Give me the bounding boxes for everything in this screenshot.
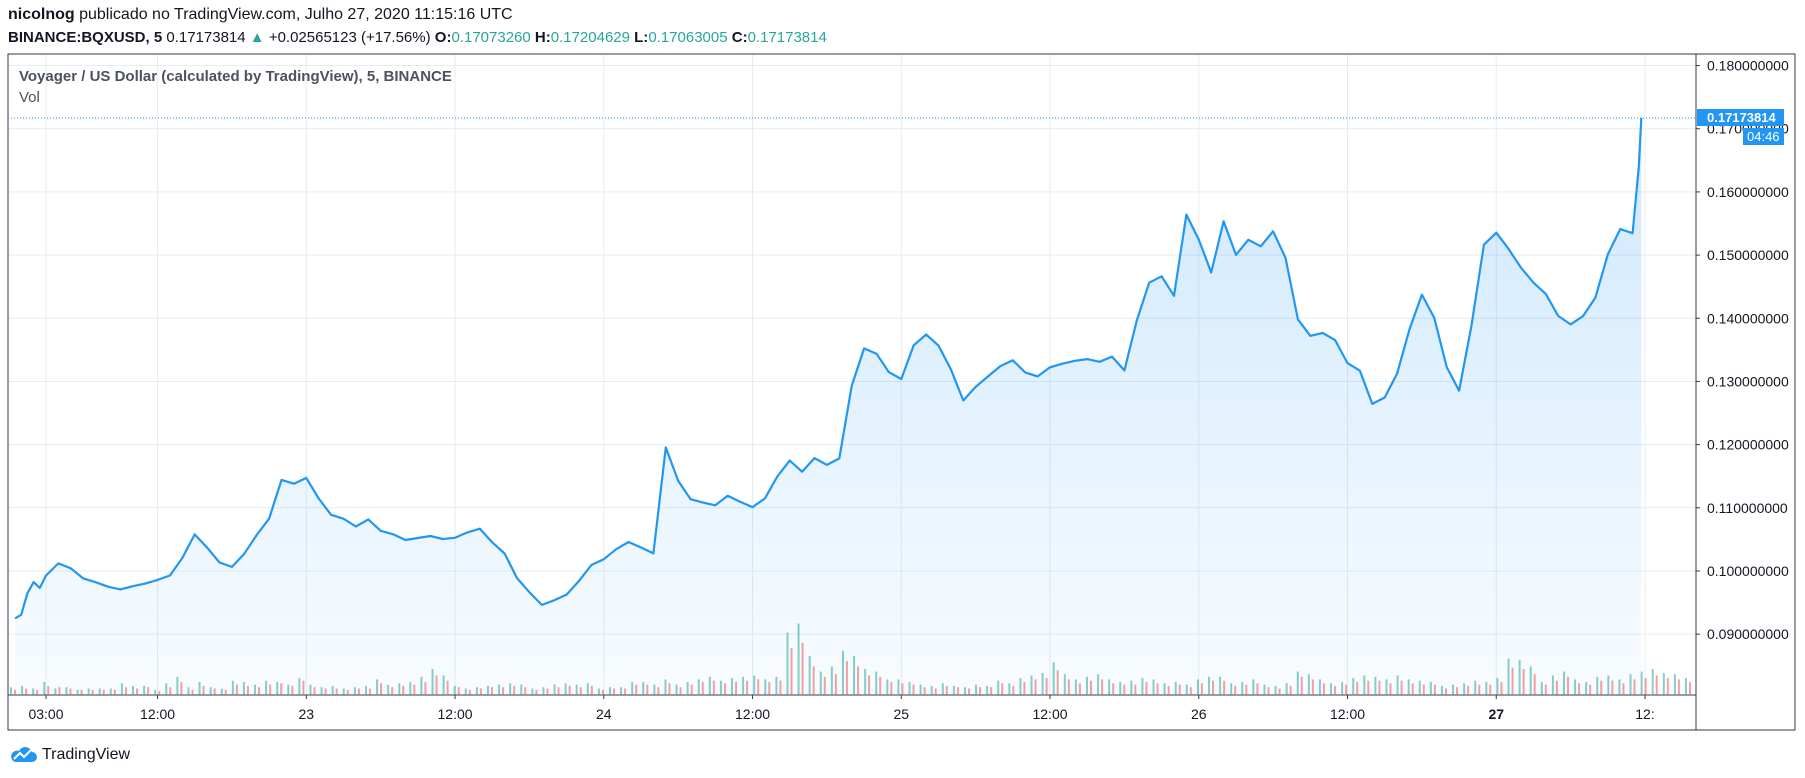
y-tick-label: 0.110000000 — [1707, 500, 1788, 516]
x-tick-label: 26 — [1191, 706, 1207, 722]
y-tick-label: 0.130000000 — [1707, 373, 1789, 389]
x-tick-label: 12:00 — [140, 706, 175, 722]
publish-header: nicolnog publicado no TradingView.com, J… — [8, 6, 513, 24]
price-series — [14, 117, 1643, 695]
y-tick-label: 0.100000000 — [1707, 563, 1789, 579]
brand-name: TradingView — [42, 746, 131, 763]
author-name[interactable]: nicolnog — [8, 6, 75, 23]
y-tick-label: 0.120000000 — [1707, 437, 1789, 453]
chart-frame — [7, 53, 1796, 731]
volume-bar — [1644, 678, 1647, 695]
volume-legend[interactable]: Vol — [19, 89, 40, 106]
symbol-label: BINANCE:BQXUSD, 5 — [8, 29, 163, 46]
volume-bar — [1640, 671, 1643, 695]
price-change: +0.02565123 (+17.56%) — [268, 29, 431, 46]
price-area — [15, 118, 1642, 695]
price-axis[interactable]: 0.090000000 0.100000000 0.110000000 0.12000… — [1696, 58, 1789, 643]
last-price-badge-text: 0.17173814 — [1707, 110, 1776, 125]
price-line — [14, 117, 1643, 620]
series-legend-title[interactable]: Voyager / US Dollar (calculated by Tradi… — [19, 68, 452, 85]
tradingview-cloud-icon — [11, 747, 37, 762]
high-label: H: — [534, 29, 551, 46]
volume-bar — [1655, 675, 1658, 695]
x-tick-label: 12:00 — [1032, 706, 1067, 722]
volume-bar — [1662, 672, 1665, 695]
x-tick-label: 27 — [1488, 706, 1504, 722]
open-value: 0.17073260 — [451, 29, 531, 46]
x-tick-label: 12:00 — [735, 706, 770, 722]
x-tick-label: 12:00 — [438, 706, 473, 722]
x-tick-label: 24 — [596, 706, 612, 722]
x-tick-label: 12: — [1635, 706, 1654, 722]
x-tick-label: 03:00 — [28, 706, 63, 722]
close-label: C: — [731, 29, 748, 46]
last-price: 0.17173814 — [166, 29, 246, 46]
y-tick-label: 0.090000000 — [1707, 626, 1789, 642]
low-label: L: — [634, 29, 649, 46]
volume-bar — [1677, 679, 1680, 695]
last-price-badge: 0.17173814 04:46 — [1697, 108, 1784, 145]
open-label: O: — [434, 29, 452, 46]
volume-bar — [1666, 678, 1669, 695]
countdown-text: 04:46 — [1747, 129, 1780, 144]
volume-bar — [10, 687, 12, 695]
up-arrow-icon: ▲ — [249, 29, 265, 46]
volume-bar — [1673, 674, 1676, 695]
x-tick-label: 25 — [893, 706, 909, 722]
volume-bar — [1685, 678, 1687, 695]
close-value: 0.17173814 — [747, 29, 827, 46]
high-value: 0.17204629 — [550, 29, 630, 46]
ohlc-header: BINANCE:BQXUSD, 5 0.17173814 ▲ +0.025651… — [8, 29, 827, 46]
x-tick-label: 12:00 — [1330, 706, 1365, 722]
time-axis[interactable]: 03:00 12:00 23 12:00 24 12:00 25 12:00 26 12:00 27… — [28, 695, 1655, 722]
low-value: 0.17063005 — [648, 29, 728, 46]
y-tick-label: 0.180000000 — [1707, 58, 1789, 74]
y-tick-label: 0.160000000 — [1707, 184, 1789, 200]
y-tick-label: 0.150000000 — [1707, 247, 1789, 263]
volume-bar — [1689, 682, 1691, 695]
y-tick-label: 0.140000000 — [1707, 310, 1789, 326]
tradingview-logo[interactable]: TradingView — [8, 745, 130, 765]
published-text: publicado no TradingView.com, Julho 27, … — [79, 6, 513, 23]
x-tick-label: 23 — [299, 706, 315, 722]
volume-bar — [1651, 669, 1654, 695]
